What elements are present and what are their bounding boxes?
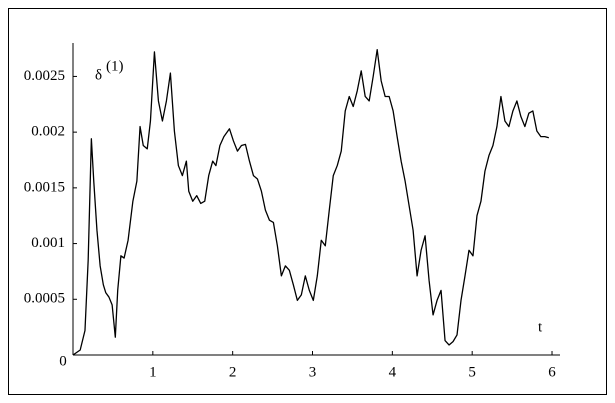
- x-tick-label: 0: [59, 353, 67, 369]
- x-tick-label: 2: [229, 364, 237, 380]
- x-tick-label: 3: [309, 364, 317, 380]
- y-label: δ: [95, 67, 102, 83]
- y-tick-label: 0.0005: [24, 291, 65, 307]
- x-label: t: [538, 319, 543, 335]
- y-tick-label: 0.0025: [24, 68, 65, 84]
- y-tick-label: 0.0015: [24, 179, 65, 195]
- x-tick-label: 1: [149, 364, 157, 380]
- x-tick-label: 6: [548, 364, 556, 380]
- frame: [8, 8, 607, 395]
- y-tick-label: 0.001: [31, 235, 65, 251]
- data-line: [72, 49, 549, 356]
- x-tick-label: 4: [389, 364, 397, 380]
- x-tick-label: 5: [468, 364, 476, 380]
- y-tick-label: 0.002: [31, 124, 65, 140]
- y-label-sup: (1): [106, 58, 124, 74]
